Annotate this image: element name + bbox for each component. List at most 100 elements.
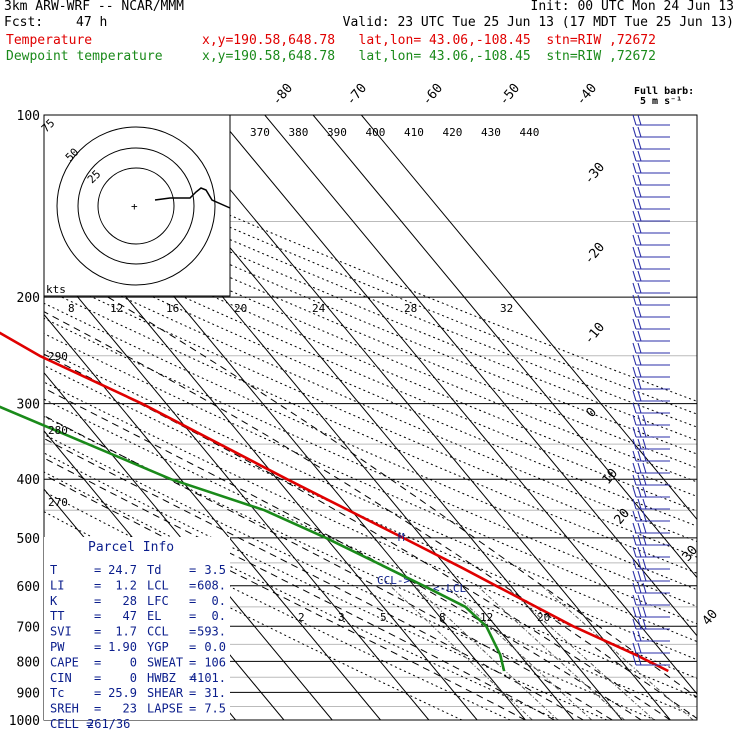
parcel-field-eq: = bbox=[94, 640, 101, 654]
theta-e-label: 410 bbox=[404, 126, 424, 139]
parcel-field-eq: = bbox=[94, 686, 101, 700]
parcel-field-label: SHEAR bbox=[147, 686, 184, 700]
hodograph-ring-50 bbox=[77, 147, 195, 265]
dry-adiabat bbox=[44, 381, 697, 679]
pressure-tick-label: 600 bbox=[17, 580, 40, 595]
mixing-ratio-label: 8 bbox=[439, 611, 446, 624]
parcel-field-value: 608. bbox=[197, 578, 226, 592]
wind-barb bbox=[632, 114, 670, 126]
valid-time: Valid: 23 UTC Tue 25 Jun 13 (17 MDT Tue … bbox=[342, 15, 734, 30]
parcel-field-eq: = bbox=[189, 702, 196, 716]
wind-barb bbox=[632, 606, 670, 618]
moist-adiabat bbox=[44, 311, 697, 720]
theta-e-label: 440 bbox=[520, 126, 540, 139]
lcl-marker: <-LCL bbox=[433, 582, 466, 595]
wind-barb bbox=[632, 270, 670, 282]
theta-label: 270 bbox=[48, 496, 68, 509]
parcel-field-value: 1.2 bbox=[115, 578, 137, 592]
parcel-info-title: Parcel Info bbox=[88, 540, 174, 555]
isotherm bbox=[360, 115, 697, 521]
wind-barb bbox=[632, 642, 670, 654]
mixing-ratio-label: 12 bbox=[110, 302, 123, 315]
wind-barb bbox=[632, 174, 670, 186]
hodograph-ring-25 bbox=[97, 167, 175, 245]
parcel-field-value: 23 bbox=[123, 702, 137, 716]
pressure-tick-label: 400 bbox=[17, 473, 40, 488]
dewpoint-location-info: x,y=190.58,648.78 lat,lon= 43.06,-108.45… bbox=[202, 49, 656, 64]
parcel-field-eq: = bbox=[94, 625, 101, 639]
wind-barb bbox=[632, 630, 670, 642]
wind-barb bbox=[632, 654, 670, 666]
pressure-tick-label: 700 bbox=[17, 620, 40, 635]
parcel-field-label: CELL = bbox=[50, 717, 93, 731]
wind-barb bbox=[632, 510, 670, 522]
parcel-field-value: 47 bbox=[123, 609, 137, 623]
isotherm-label: -20 bbox=[582, 240, 609, 268]
dry-adiabat bbox=[44, 490, 511, 720]
parcel-field-value: 3.5 bbox=[204, 563, 226, 577]
isotherm-label: -60 bbox=[420, 81, 447, 109]
wind-barb bbox=[632, 390, 670, 402]
parcel-field-eq: = bbox=[189, 640, 196, 654]
mixing-ratio-label: 20 bbox=[234, 302, 247, 315]
wind-barb bbox=[632, 150, 670, 162]
parcel-field-label: YGP bbox=[147, 640, 169, 654]
parcel-field-value: 24.7 bbox=[108, 563, 137, 577]
dry-adiabat bbox=[44, 333, 697, 625]
wind-barb bbox=[632, 126, 670, 138]
isotherm-label: 10 bbox=[600, 466, 622, 488]
parcel-field-value: 31. bbox=[204, 686, 226, 700]
wind-barbs bbox=[632, 114, 670, 666]
pressure-tick-label: 200 bbox=[17, 291, 40, 306]
pressure-tick-label: 900 bbox=[17, 686, 40, 701]
melting-level-marker: M bbox=[398, 531, 405, 544]
mixing-ratio-label: 5 bbox=[380, 611, 387, 624]
parcel-field-eq: = bbox=[189, 609, 196, 623]
parcel-field-label: CIN bbox=[50, 671, 72, 685]
parcel-field-value: 261/36 bbox=[87, 717, 130, 731]
wind-barb bbox=[632, 378, 670, 390]
wind-barb bbox=[632, 210, 670, 222]
parcel-field-label: Tc bbox=[50, 686, 64, 700]
parcel-field-eq: = bbox=[94, 702, 101, 716]
temperature-legend-label: Temperature bbox=[6, 33, 93, 48]
mixing-ratio-line bbox=[541, 585, 694, 720]
dry-adiabat bbox=[44, 348, 697, 643]
theta-e-label: 380 bbox=[289, 126, 309, 139]
isotherm-label: -10 bbox=[582, 320, 609, 348]
parcel-field-label: Td bbox=[147, 563, 161, 577]
wind-barb bbox=[632, 546, 670, 558]
parcel-field-value: 0.0 bbox=[204, 640, 226, 654]
mixing-ratio-label: 12 bbox=[480, 611, 493, 624]
temperature-profile bbox=[0, 331, 669, 673]
parcel-field-label: LI bbox=[50, 578, 64, 592]
theta-label: 290 bbox=[48, 350, 68, 363]
isotherm bbox=[167, 115, 671, 720]
isotherm-label: -50 bbox=[497, 81, 524, 109]
wind-barb bbox=[632, 414, 670, 426]
wind-barb bbox=[632, 618, 670, 630]
barb-legend-value: 5 m s⁻¹ bbox=[640, 96, 682, 107]
isotherm bbox=[216, 115, 697, 695]
level-markers: CCL-> <-LCL M bbox=[377, 531, 466, 595]
pressure-tick-label: 500 bbox=[17, 532, 40, 547]
parcel-field-label: K bbox=[50, 594, 58, 608]
dry-adiabat bbox=[44, 452, 607, 720]
isotherm-label: 40 bbox=[700, 607, 722, 629]
mixing-ratio-line bbox=[413, 585, 559, 720]
wind-barb bbox=[632, 534, 670, 546]
sounding-profiles bbox=[0, 331, 669, 673]
parcel-field-eq: = bbox=[189, 655, 196, 669]
mixing-ratio-label: 28 bbox=[404, 302, 417, 315]
hodograph-ring-75 bbox=[56, 126, 216, 286]
wind-barb bbox=[632, 366, 670, 378]
dewpoint-legend-label: Dewpoint temperature bbox=[6, 49, 163, 64]
wind-barb bbox=[632, 222, 670, 234]
wind-barb bbox=[632, 282, 670, 294]
parcel-field-eq: = bbox=[189, 578, 196, 592]
parcel-info-box: Parcel Info T = 24.7 Td = 3.5LI = 1.2 LCL = 608.K =… bbox=[44, 537, 230, 731]
mixing-ratio-label: 32 bbox=[500, 302, 513, 315]
wind-barb bbox=[632, 474, 670, 486]
parcel-field-label: LAPSE bbox=[147, 702, 183, 716]
